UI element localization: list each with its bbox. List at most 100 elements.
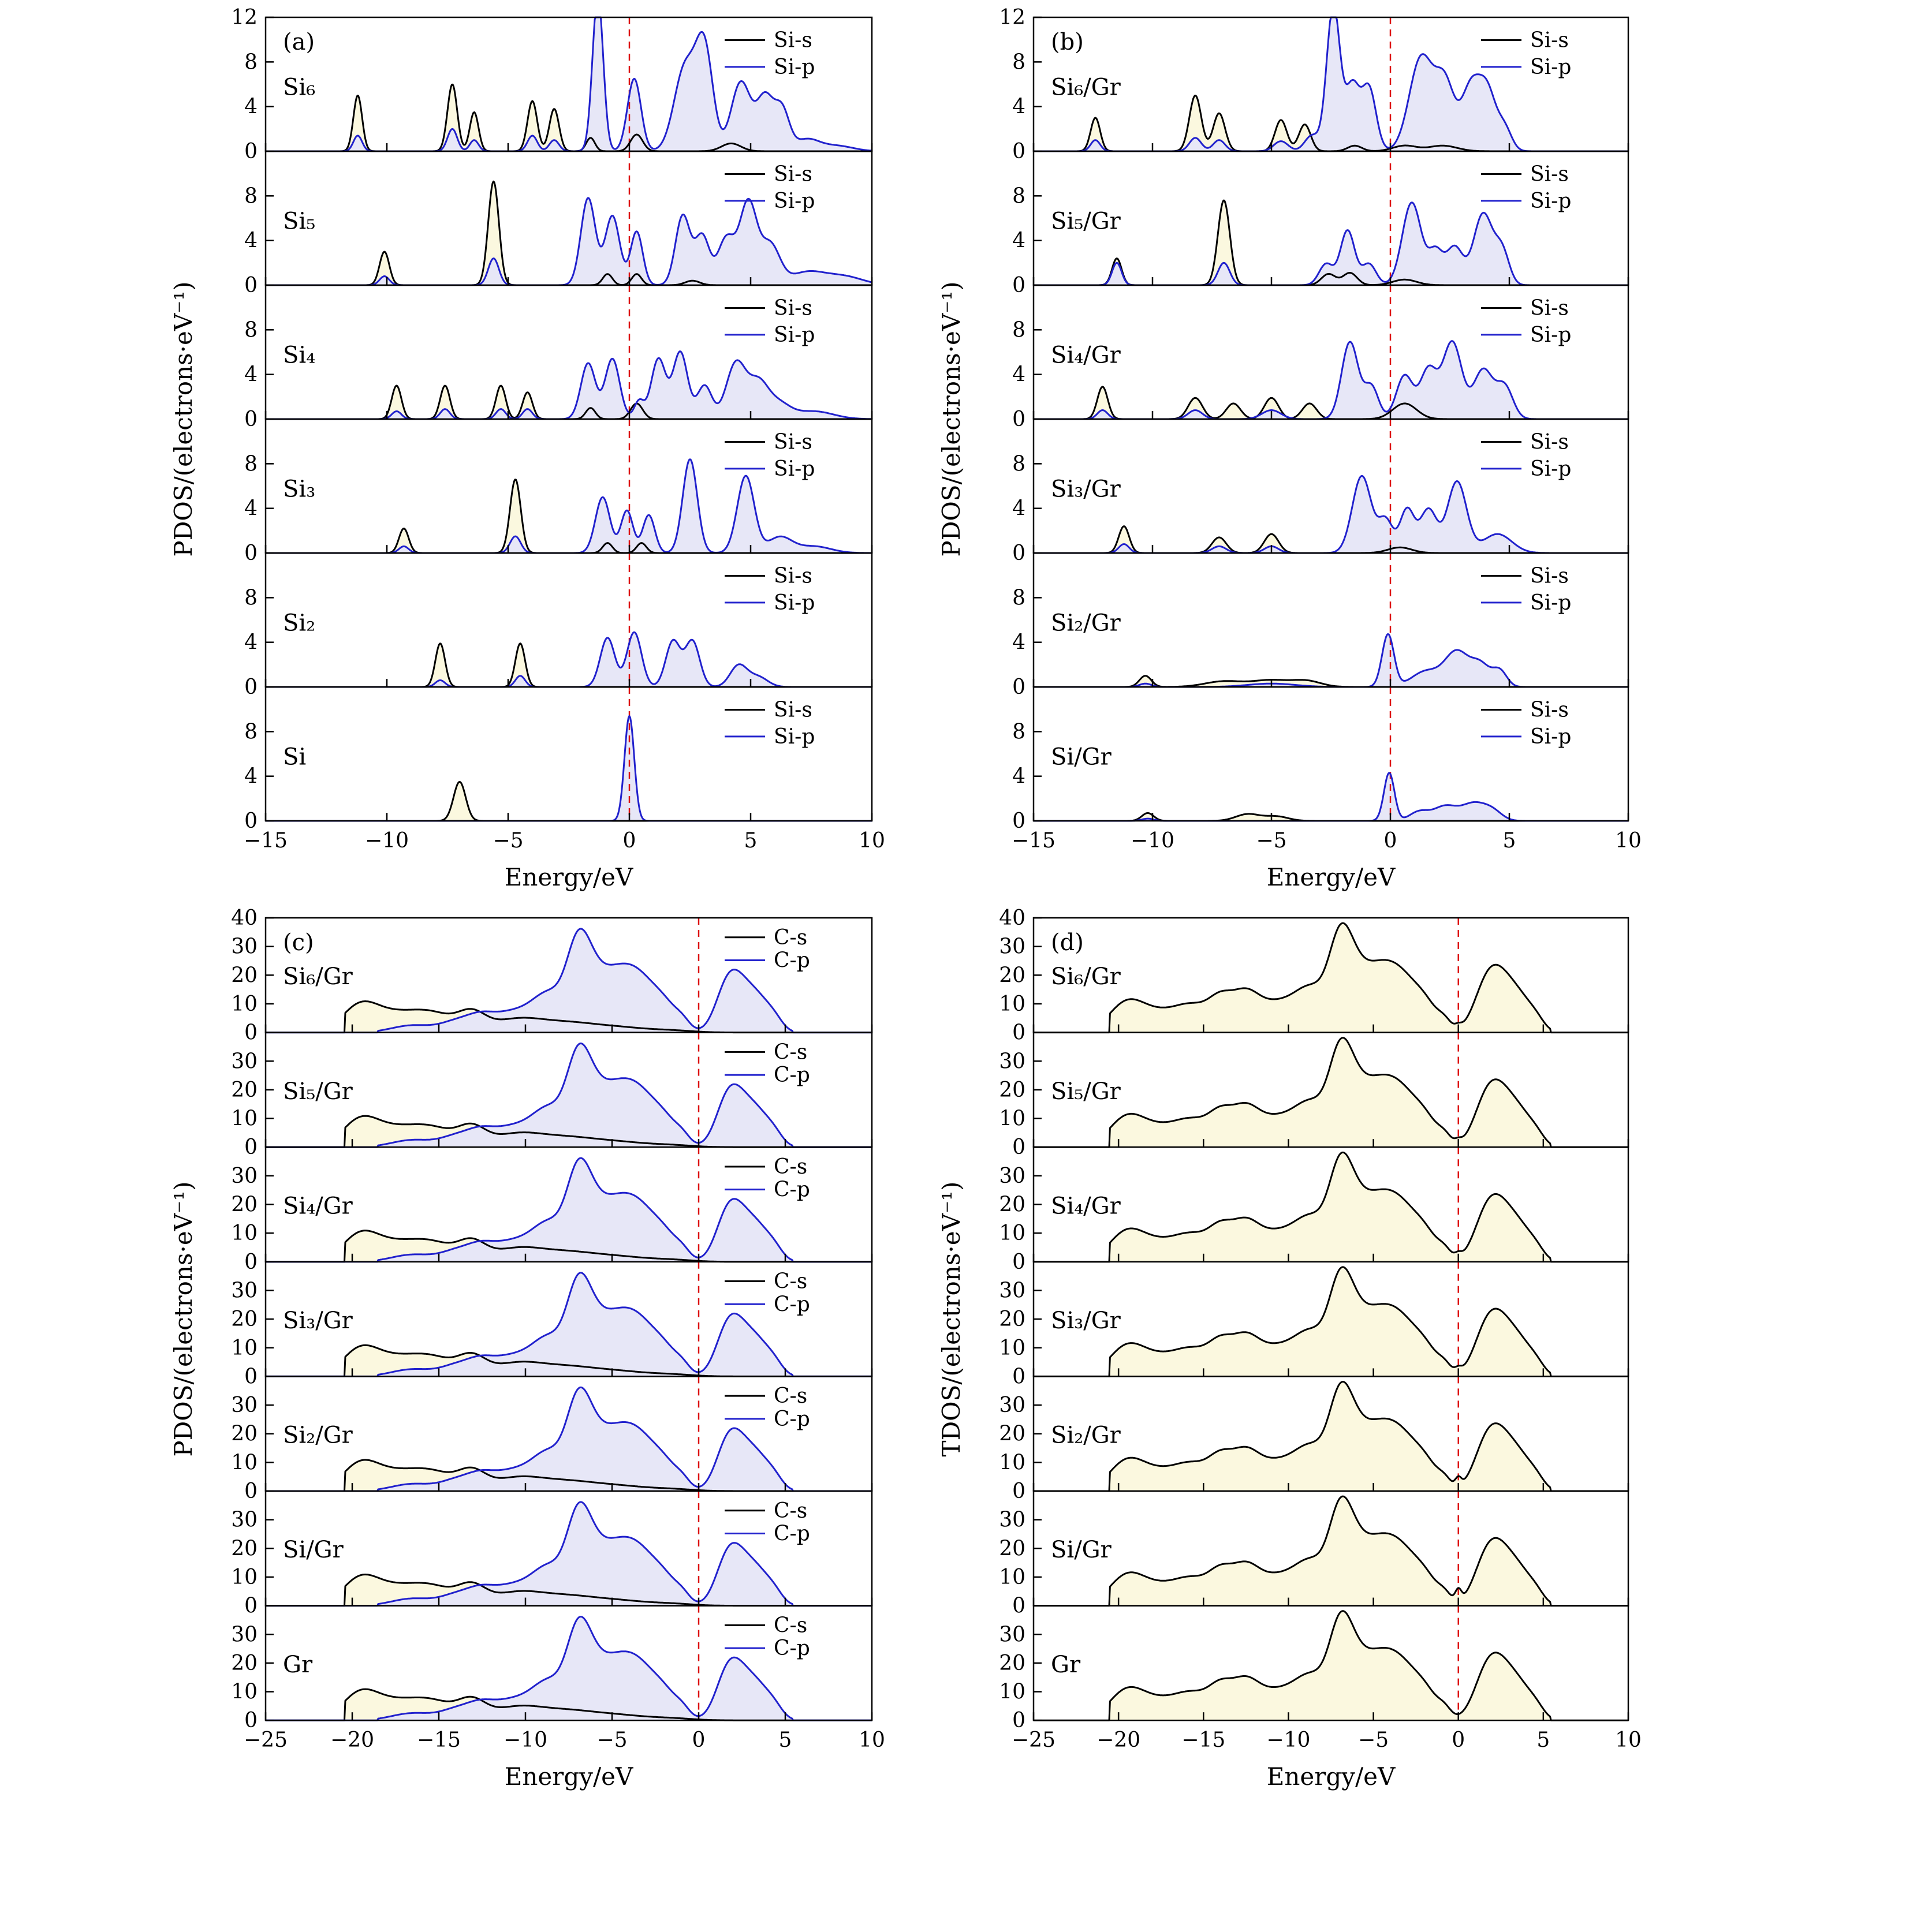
svg-text:20: 20 <box>999 1537 1025 1560</box>
area-C-p <box>266 1501 872 1606</box>
svg-text:Si/Gr: Si/Gr <box>283 1537 344 1563</box>
svg-text:10: 10 <box>231 1107 258 1131</box>
svg-text:20: 20 <box>231 963 258 987</box>
svg-text:Si-s: Si-s <box>1530 430 1569 454</box>
svg-text:4: 4 <box>1012 363 1025 387</box>
curve-TDOS <box>1034 1266 1628 1377</box>
svg-text:−15: −15 <box>244 829 288 853</box>
svg-text:8: 8 <box>244 452 258 476</box>
svg-text:10: 10 <box>999 1221 1025 1245</box>
svg-text:(d): (d) <box>1051 929 1084 956</box>
svg-text:Si-p: Si-p <box>1530 591 1571 615</box>
svg-text:0: 0 <box>244 541 258 565</box>
svg-text:C-p: C-p <box>774 1063 810 1087</box>
svg-text:C-p: C-p <box>774 1637 810 1660</box>
svg-text:0: 0 <box>244 1365 258 1388</box>
svg-text:0: 0 <box>244 1594 258 1618</box>
area-Si-p <box>1034 634 1628 687</box>
panel-c: 010203040(c)Si₆/GrC-sC-p0102030Si₅/GrC-s… <box>169 906 885 1791</box>
svg-text:8: 8 <box>244 184 258 208</box>
svg-text:4: 4 <box>1012 765 1025 789</box>
svg-text:5: 5 <box>1536 1728 1550 1752</box>
area-TDOS <box>1034 1267 1628 1377</box>
area-Si-p <box>1034 17 1628 151</box>
svg-text:PDOS/(electrons·eV⁻¹): PDOS/(electrons·eV⁻¹) <box>937 281 965 556</box>
svg-text:Si-s: Si-s <box>1530 564 1569 588</box>
svg-text:20: 20 <box>999 1307 1025 1331</box>
area-Si-p <box>266 351 872 419</box>
svg-text:Energy/eV: Energy/eV <box>1267 1762 1396 1791</box>
svg-text:Si-p: Si-p <box>774 725 815 749</box>
svg-text:10: 10 <box>1615 829 1642 853</box>
svg-text:Si₂/Gr: Si₂/Gr <box>1051 1422 1121 1449</box>
svg-text:−20: −20 <box>330 1728 374 1752</box>
svg-text:Si-s: Si-s <box>1530 698 1569 722</box>
svg-text:12: 12 <box>999 6 1025 29</box>
area-TDOS <box>1034 1496 1628 1606</box>
svg-text:0: 0 <box>244 675 258 699</box>
svg-text:−10: −10 <box>1266 1728 1310 1752</box>
svg-text:10: 10 <box>1615 1728 1642 1752</box>
svg-text:Si-s: Si-s <box>774 296 812 320</box>
svg-text:Energy/eV: Energy/eV <box>505 1762 633 1791</box>
svg-text:20: 20 <box>999 1078 1025 1102</box>
svg-text:Si₂: Si₂ <box>283 610 315 637</box>
svg-text:0: 0 <box>1012 1021 1025 1045</box>
svg-text:0: 0 <box>1012 1250 1025 1274</box>
svg-text:0: 0 <box>244 1480 258 1503</box>
panel-d: 0 10 20 30 40 (d) Si₆/Gr 0 10 20 30 Si₅/Gr 0 10 20 30 Si… <box>937 906 1642 1791</box>
svg-text:C-p: C-p <box>774 1178 810 1202</box>
svg-text:Si-p: Si-p <box>774 189 815 213</box>
area-C-p <box>266 1387 872 1491</box>
svg-text:−15: −15 <box>1181 1728 1225 1752</box>
area-Si-p <box>1034 202 1628 285</box>
svg-text:0: 0 <box>1012 675 1025 699</box>
svg-text:Si-s: Si-s <box>774 28 812 52</box>
svg-text:20: 20 <box>231 1193 258 1217</box>
svg-text:20: 20 <box>231 1422 258 1446</box>
svg-text:0: 0 <box>244 1021 258 1045</box>
svg-text:C-s: C-s <box>774 926 807 950</box>
svg-text:Si₄/Gr: Si₄/Gr <box>1051 342 1121 369</box>
svg-text:−5: −5 <box>1358 1728 1389 1752</box>
svg-text:Si₄: Si₄ <box>283 342 315 369</box>
svg-text:Si₅/Gr: Si₅/Gr <box>283 1078 353 1105</box>
curve-Si-p <box>1034 633 1628 688</box>
svg-text:Gr: Gr <box>1051 1652 1081 1678</box>
svg-text:30: 30 <box>231 1049 258 1073</box>
svg-text:30: 30 <box>999 1394 1025 1417</box>
svg-text:0: 0 <box>1012 140 1025 163</box>
area-TDOS <box>1034 1381 1628 1491</box>
area-Si-s <box>1034 813 1628 821</box>
svg-text:Si-p: Si-p <box>1530 457 1571 481</box>
svg-text:20: 20 <box>999 963 1025 987</box>
curve-TDOS <box>1034 1037 1628 1148</box>
svg-text:10: 10 <box>231 1336 258 1360</box>
svg-text:30: 30 <box>999 935 1025 959</box>
svg-text:Si-p: Si-p <box>1530 725 1571 749</box>
svg-text:Si: Si <box>283 744 306 771</box>
svg-text:Si₆: Si₆ <box>283 74 315 101</box>
svg-text:−15: −15 <box>417 1728 461 1752</box>
svg-text:20: 20 <box>231 1078 258 1102</box>
svg-text:8: 8 <box>1012 720 1025 744</box>
svg-text:20: 20 <box>999 1193 1025 1217</box>
svg-text:4: 4 <box>244 95 258 119</box>
svg-text:Si-s: Si-s <box>1530 162 1569 186</box>
svg-text:30: 30 <box>231 1394 258 1417</box>
svg-text:20: 20 <box>231 1652 258 1675</box>
svg-text:Si₅: Si₅ <box>283 208 315 235</box>
svg-text:0: 0 <box>1384 829 1397 853</box>
svg-text:Si-s: Si-s <box>774 430 812 454</box>
svg-text:C-p: C-p <box>774 948 810 972</box>
svg-text:0: 0 <box>244 274 258 297</box>
svg-text:0: 0 <box>244 809 258 833</box>
svg-text:Si-p: Si-p <box>1530 323 1571 347</box>
area-C-p <box>266 1272 872 1377</box>
subplot-frame <box>1032 686 1629 822</box>
svg-text:12: 12 <box>231 6 258 29</box>
svg-text:0: 0 <box>1012 1365 1025 1388</box>
svg-text:Energy/eV: Energy/eV <box>505 863 633 891</box>
panel-a: 0 4 8 12 (a) Si₆ Si-s Si-p 0 4 8 Si₅ Si-s Si-p 0 4 8 Si₄ S… <box>169 6 885 891</box>
svg-text:−5: −5 <box>1256 829 1286 853</box>
